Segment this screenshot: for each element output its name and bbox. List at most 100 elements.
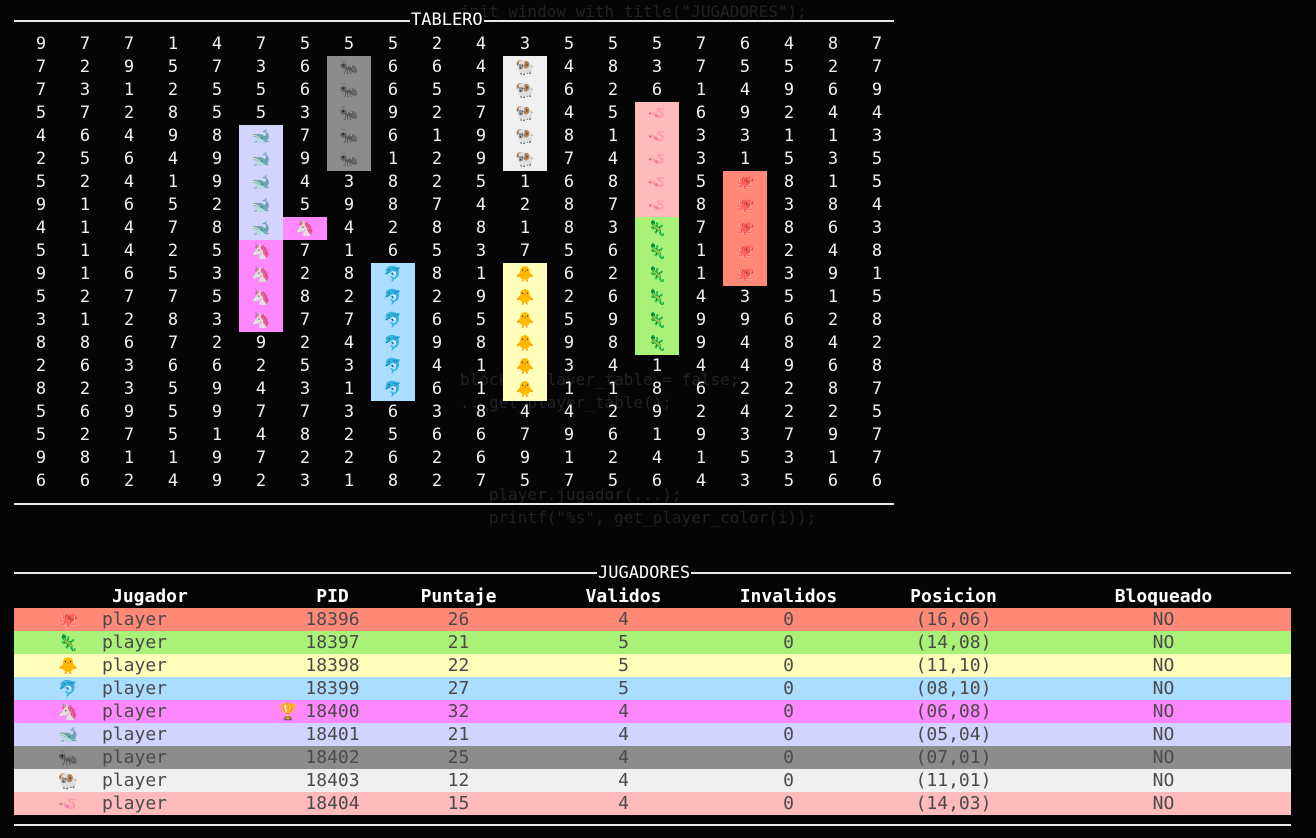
- player-avatar-icon: 🐙: [58, 610, 78, 629]
- board-cell: 7: [871, 448, 883, 468]
- board-cell: 4: [35, 126, 47, 146]
- header-pid: PID: [316, 586, 349, 607]
- board-cell: 1: [79, 310, 91, 330]
- player-valid-moves: 4: [618, 770, 629, 791]
- board-cell: 4: [475, 195, 487, 215]
- board-title: TABLERO: [410, 10, 484, 30]
- board-cell: 2: [299, 264, 311, 284]
- board-cell: 3: [783, 448, 795, 468]
- player-row: 🐬 player 18399 27 5 0 (08,10) NO: [14, 677, 1291, 700]
- board-cell: 4: [563, 103, 575, 123]
- player-name: player: [102, 701, 168, 722]
- player-pid: 18399: [305, 678, 360, 699]
- board-cell: 5: [167, 379, 179, 399]
- board-cell-player-trail: 🪱: [635, 148, 679, 171]
- board-cell: 9: [563, 425, 575, 445]
- board-cell: 4: [475, 57, 487, 77]
- board-cell: 3: [431, 402, 443, 422]
- board-cell: 7: [211, 57, 223, 77]
- board-cell: 9: [651, 402, 663, 422]
- board-cell: 1: [79, 195, 91, 215]
- board-cell: 8: [475, 218, 487, 238]
- player-pid: 18398: [305, 655, 360, 676]
- board-cell: 3: [299, 379, 311, 399]
- board-cell: 1: [871, 264, 883, 284]
- board-cell: 7: [299, 310, 311, 330]
- board-cell: 9: [299, 149, 311, 169]
- board-cell: 9: [211, 149, 223, 169]
- board-cell: 9: [475, 126, 487, 146]
- board-cell: 4: [123, 172, 135, 192]
- player-pid: 18401: [305, 724, 360, 745]
- board-cell: 5: [211, 103, 223, 123]
- header-validos: Validos: [585, 586, 662, 607]
- board-cell: 9: [695, 310, 707, 330]
- player-blocked: NO: [1152, 724, 1175, 745]
- board-cell: 3: [123, 379, 135, 399]
- board-cell: 8: [475, 333, 487, 353]
- board-cell: 6: [123, 333, 135, 353]
- board-cell: 9: [783, 356, 795, 376]
- board-cell: 7: [871, 379, 883, 399]
- board-cell: 6: [431, 425, 443, 445]
- board-cell: 1: [827, 126, 839, 146]
- board-cell: 7: [563, 149, 575, 169]
- player-valid-moves: 4: [618, 724, 629, 745]
- board-cell: 4: [607, 356, 619, 376]
- board-cell: 2: [211, 333, 223, 353]
- board-cell: 9: [211, 172, 223, 192]
- board-cell: 4: [475, 34, 487, 54]
- board-cell: 5: [299, 34, 311, 54]
- board-cell: 6: [827, 471, 839, 491]
- board-cell: 7: [299, 126, 311, 146]
- board-cell: 3: [519, 34, 531, 54]
- board-cell: 9: [211, 448, 223, 468]
- board-cell-player-trail: 🦎: [635, 217, 679, 240]
- player-valid-moves: 5: [618, 655, 629, 676]
- board-cell: 1: [167, 172, 179, 192]
- board-cell: 4: [123, 241, 135, 261]
- player-invalid-moves: 0: [783, 701, 794, 722]
- board-cell: 4: [211, 34, 223, 54]
- board-cell-player-trail: 🦎: [635, 309, 679, 332]
- player-score: 12: [447, 770, 470, 791]
- board-cell: 7: [123, 425, 135, 445]
- board-cell: 2: [343, 425, 355, 445]
- board-cell-player-trail: 🐬: [371, 332, 415, 355]
- player-row: 🐏 player 18403 12 4 0 (11,01) NO: [14, 769, 1291, 792]
- board-cell: 6: [79, 402, 91, 422]
- player-invalid-moves: 0: [783, 747, 794, 768]
- board-cell: 4: [827, 241, 839, 261]
- board-cell: 7: [167, 333, 179, 353]
- board-cell: 1: [343, 379, 355, 399]
- board-cell: 2: [255, 356, 267, 376]
- board-cell: 3: [255, 57, 267, 77]
- board-cell: 3: [871, 126, 883, 146]
- board-cell-player-trail: 🐜: [327, 148, 371, 171]
- board-cell: 6: [563, 172, 575, 192]
- player-position: (14,03): [915, 793, 992, 814]
- board-cell: 4: [739, 356, 751, 376]
- board-cell: 8: [871, 241, 883, 261]
- board-cell: 1: [343, 241, 355, 261]
- player-score: 25: [447, 747, 470, 768]
- board-cell: 9: [475, 287, 487, 307]
- player-row: 🪱 player 18404 15 4 0 (14,03) NO: [14, 792, 1291, 815]
- board-cell: 2: [607, 402, 619, 422]
- board-cell: 4: [431, 356, 443, 376]
- player-cell: 🐏 player: [14, 769, 289, 792]
- board-cell: 5: [475, 80, 487, 100]
- board-cell: 5: [739, 57, 751, 77]
- player-avatar-icon: 🐋: [58, 725, 78, 744]
- board-cell: 4: [827, 103, 839, 123]
- player-avatar-icon: 🐬: [58, 679, 78, 698]
- header-jugador: Jugador: [112, 586, 188, 607]
- player-blocked: NO: [1152, 770, 1175, 791]
- player-name: player: [102, 724, 168, 745]
- board-cell: 7: [255, 34, 267, 54]
- player-avatar-icon: 🪱: [58, 794, 78, 813]
- board-cell: 6: [387, 402, 399, 422]
- board-cell: 8: [607, 57, 619, 77]
- player-score: 27: [447, 678, 470, 699]
- board-cell: 4: [167, 471, 179, 491]
